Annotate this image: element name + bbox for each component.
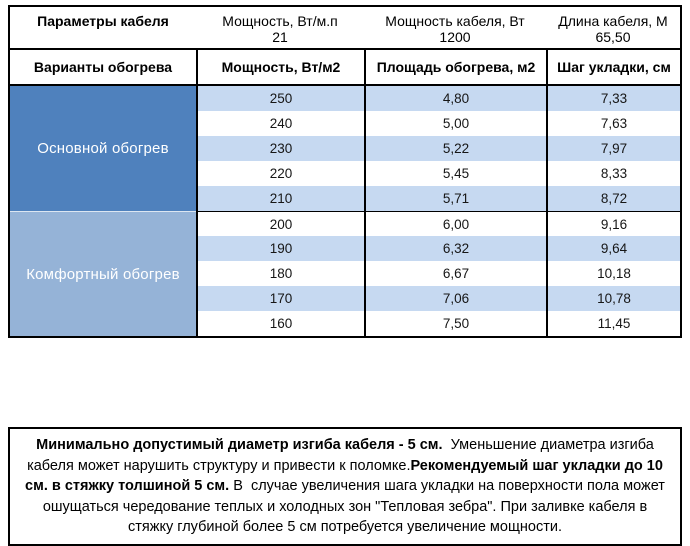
table-cell: 7,50 xyxy=(364,311,546,336)
table-row: 160 7,50 11,45 xyxy=(196,311,680,336)
header-heating-variants: Варианты обогрева xyxy=(33,59,173,75)
table-row: 200 6,00 9,16 xyxy=(196,211,680,236)
cable-table: Параметры кабеля Мощность, Вт/м.п 21 Мощ… xyxy=(8,5,682,338)
table-cell: 7,97 xyxy=(546,136,680,161)
note-text-bold: Рекомендуемый шаг укладки до 10 см. в ст… xyxy=(25,457,667,495)
header-spacing: Шаг укладки, см xyxy=(546,50,680,84)
table-row: 180 6,67 10,18 xyxy=(196,261,680,286)
param-cable-length: Длина кабеля, М 65,50 xyxy=(546,7,680,48)
table-cell: 8,72 xyxy=(546,186,680,211)
param-cable-length-value: 65,50 xyxy=(595,29,631,45)
param-power-per-meter-label: Мощность, Вт/м.п xyxy=(222,13,338,29)
params-title: Параметры кабеля xyxy=(37,13,169,29)
table-row: 230 5,22 7,97 xyxy=(196,136,680,161)
table-cell: 8,33 xyxy=(546,161,680,186)
table-row: 170 7,06 10,78 xyxy=(196,286,680,311)
table-cell: 210 xyxy=(196,186,364,211)
note-text-bold: Минимально допустимый диаметр изгиба каб… xyxy=(36,437,443,453)
table-cell: 11,45 xyxy=(546,311,680,336)
table-cell: 6,32 xyxy=(364,236,546,261)
table-cell: 6,67 xyxy=(364,261,546,286)
table-cell: 10,78 xyxy=(546,286,680,311)
note-text: В случае увеличения шага укладки на пове… xyxy=(42,478,669,535)
table-row: 190 6,32 9,64 xyxy=(196,236,680,261)
param-power-per-meter: Мощность, Вт/м.п 21 xyxy=(196,7,364,48)
table-cell: 7,06 xyxy=(364,286,546,311)
section-labels-column: Основной обогрев Комфортный обогрев xyxy=(10,86,196,336)
header-area: Площадь обогрева, м2 xyxy=(364,50,546,84)
table-cell: 190 xyxy=(196,236,364,261)
table-cell: 170 xyxy=(196,286,364,311)
cable-params-row: Параметры кабеля Мощность, Вт/м.п 21 Мощ… xyxy=(10,7,680,50)
section-label: Комфортный обогрев xyxy=(10,211,196,336)
table-row: 250 4,80 7,33 xyxy=(196,86,680,111)
table-cell: 5,45 xyxy=(364,161,546,186)
table-row: 210 5,71 8,72 xyxy=(196,186,680,211)
table-cell: 7,63 xyxy=(546,111,680,136)
table-cell: 9,16 xyxy=(546,212,680,236)
table-cell: 180 xyxy=(196,261,364,286)
table-cell: 7,33 xyxy=(546,86,680,111)
param-cable-length-label: Длина кабеля, М xyxy=(558,13,668,29)
note-box: Минимально допустимый диаметр изгиба каб… xyxy=(8,427,682,546)
table-header-row: Варианты обогрева Мощность, Вт/м2 Площад… xyxy=(10,50,680,86)
table-cell: 230 xyxy=(196,136,364,161)
param-cable-power-value: 1200 xyxy=(439,29,471,45)
param-cable-power-label: Мощность кабеля, Вт xyxy=(385,13,525,29)
table-row: 240 5,00 7,63 xyxy=(196,111,680,136)
table-cell: 200 xyxy=(196,212,364,236)
data-rows-column: 250 4,80 7,33 240 5,00 7,63 230 5,22 7,97 220 5,45… xyxy=(196,86,680,336)
table-cell: 160 xyxy=(196,311,364,336)
table-cell: 5,00 xyxy=(364,111,546,136)
param-cable-power: Мощность кабеля, Вт 1200 xyxy=(364,7,546,48)
header-power: Мощность, Вт/м2 xyxy=(196,50,364,84)
table-cell: 5,71 xyxy=(364,186,546,211)
params-title-cell: Параметры кабеля xyxy=(10,7,196,48)
note-text: Уменьшение диаметра изгиба кабеля может … xyxy=(27,437,658,474)
section-label: Основной обогрев xyxy=(10,86,196,211)
param-power-per-meter-value: 21 xyxy=(272,29,288,45)
table-cell: 6,00 xyxy=(364,212,546,236)
table-cell: 4,80 xyxy=(364,86,546,111)
table-cell: 250 xyxy=(196,86,364,111)
table-cell: 5,22 xyxy=(364,136,546,161)
table-cell: 10,18 xyxy=(546,261,680,286)
table-body: Основной обогрев Комфортный обогрев 250 4,… xyxy=(10,86,680,336)
table-cell: 9,64 xyxy=(546,236,680,261)
table-row: 220 5,45 8,33 xyxy=(196,161,680,186)
table-cell: 220 xyxy=(196,161,364,186)
table-cell: 240 xyxy=(196,111,364,136)
